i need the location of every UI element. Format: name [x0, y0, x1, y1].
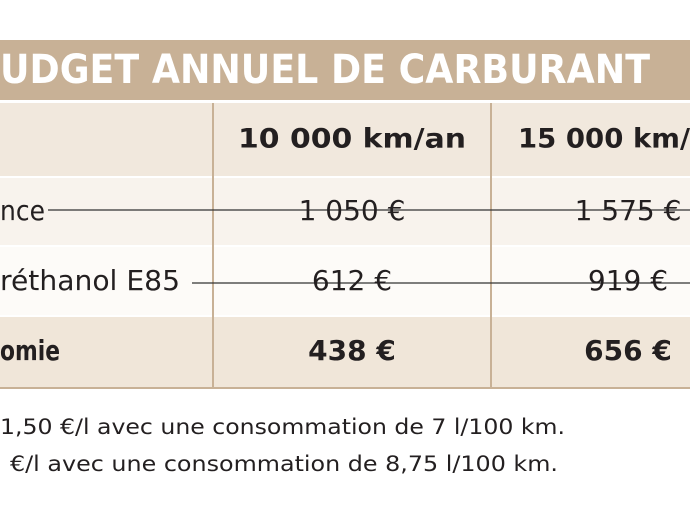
cell: 1 050 € — [299, 194, 406, 227]
footnote: 1,50 €/l avec une consommation de 7 l/10… — [0, 415, 565, 439]
row — [0, 178, 690, 245]
footnote: €/l avec une consommation de 8,75 l/100 … — [10, 452, 558, 476]
cell: 919 € — [588, 264, 668, 297]
row-label: réthanol E85 — [0, 264, 180, 297]
table-title: UDGET ANNUEL DE CARBURANT — [0, 47, 651, 93]
row — [0, 247, 690, 315]
row-label: omie — [0, 334, 60, 367]
cell: 656 € — [584, 334, 672, 367]
row-label: nce — [0, 194, 45, 227]
row — [0, 317, 690, 387]
column-header: 15 000 km/ — [518, 124, 690, 155]
cell: 612 € — [312, 264, 392, 297]
title-bar — [0, 40, 690, 100]
header-row — [0, 103, 690, 176]
column-header: 10 000 km/an — [238, 124, 466, 155]
cell: 1 575 € — [575, 194, 682, 227]
cell: 438 € — [308, 334, 396, 367]
